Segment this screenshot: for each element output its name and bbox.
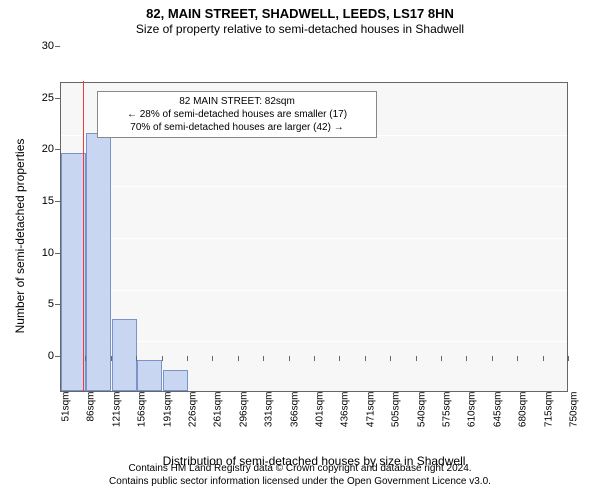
- y-axis-label: Number of semi-detached properties: [13, 106, 27, 366]
- annotation-box: 82 MAIN STREET: 82sqm← 28% of semi-detac…: [97, 91, 377, 138]
- xtick-mark: [314, 356, 315, 361]
- chart-title: 82, MAIN STREET, SHADWELL, LEEDS, LS17 8…: [0, 0, 600, 22]
- ytick-label: 15: [32, 195, 54, 207]
- xtick-label: 610sqm: [467, 392, 478, 442]
- xtick-mark: [339, 356, 340, 361]
- annotation-line: 82 MAIN STREET: 82sqm: [104, 95, 370, 108]
- xtick-label: 436sqm: [340, 392, 351, 442]
- gridline: [61, 290, 567, 291]
- xtick-label: 505sqm: [391, 392, 402, 442]
- xtick-mark: [263, 356, 264, 361]
- ytick-label: 20: [32, 143, 54, 155]
- xtick-label: 401sqm: [315, 392, 326, 442]
- xtick-label: 156sqm: [137, 392, 148, 442]
- footer-line-1: Contains HM Land Registry data © Crown c…: [0, 462, 600, 475]
- xtick-label: 191sqm: [162, 392, 173, 442]
- xtick-label: 471sqm: [365, 392, 376, 442]
- xtick-mark: [238, 356, 239, 361]
- highlight-marker: [83, 81, 84, 391]
- ytick-mark: [55, 98, 60, 99]
- xtick-mark: [441, 356, 442, 361]
- xtick-label: 296sqm: [238, 392, 249, 442]
- chart-subtitle: Size of property relative to semi-detach…: [0, 22, 600, 36]
- xtick-mark: [187, 356, 188, 361]
- xtick-label: 575sqm: [442, 392, 453, 442]
- xtick-mark: [492, 356, 493, 361]
- xtick-label: 750sqm: [569, 392, 580, 442]
- xtick-label: 331sqm: [264, 392, 275, 442]
- gridline: [61, 341, 567, 342]
- plot-area: 82 MAIN STREET: 82sqm← 28% of semi-detac…: [60, 82, 568, 392]
- annotation-line: ← 28% of semi-detached houses are smalle…: [104, 108, 370, 121]
- xtick-label: 715sqm: [543, 392, 554, 442]
- ytick-mark: [55, 253, 60, 254]
- ytick-label: 10: [32, 247, 54, 259]
- xtick-mark: [162, 356, 163, 361]
- xtick-label: 121sqm: [111, 392, 122, 442]
- annotation-line: 70% of semi-detached houses are larger (…: [104, 121, 370, 134]
- gridline: [61, 186, 567, 187]
- footer-line-2: Contains public sector information licen…: [0, 475, 600, 488]
- ytick-mark: [55, 304, 60, 305]
- gridline: [61, 238, 567, 239]
- ytick-mark: [55, 46, 60, 47]
- xtick-mark: [111, 356, 112, 361]
- xtick-mark: [568, 356, 569, 361]
- ytick-mark: [55, 149, 60, 150]
- xtick-mark: [390, 356, 391, 361]
- ytick-label: 5: [32, 298, 54, 310]
- xtick-label: 680sqm: [518, 392, 529, 442]
- xtick-label: 86sqm: [86, 392, 97, 442]
- xtick-label: 540sqm: [416, 392, 427, 442]
- xtick-label: 226sqm: [188, 392, 199, 442]
- xtick-mark: [517, 356, 518, 361]
- histogram-bar: [163, 370, 188, 391]
- xtick-mark: [60, 356, 61, 361]
- xtick-mark: [136, 356, 137, 361]
- chart-container: 82, MAIN STREET, SHADWELL, LEEDS, LS17 8…: [0, 0, 600, 500]
- xtick-label: 645sqm: [492, 392, 503, 442]
- ytick-label: 0: [32, 350, 54, 362]
- xtick-mark: [466, 356, 467, 361]
- xtick-label: 51sqm: [61, 392, 72, 442]
- ytick-label: 25: [32, 92, 54, 104]
- xtick-mark: [212, 356, 213, 361]
- ytick-label: 30: [32, 40, 54, 52]
- xtick-mark: [365, 356, 366, 361]
- histogram-bar: [137, 360, 162, 391]
- xtick-label: 366sqm: [289, 392, 300, 442]
- xtick-mark: [289, 356, 290, 361]
- histogram-bar: [112, 319, 137, 391]
- attribution-footer: Contains HM Land Registry data © Crown c…: [0, 462, 600, 488]
- xtick-mark: [543, 356, 544, 361]
- ytick-mark: [55, 201, 60, 202]
- xtick-label: 261sqm: [213, 392, 224, 442]
- histogram-bar: [86, 133, 111, 391]
- xtick-mark: [85, 356, 86, 361]
- xtick-mark: [416, 356, 417, 361]
